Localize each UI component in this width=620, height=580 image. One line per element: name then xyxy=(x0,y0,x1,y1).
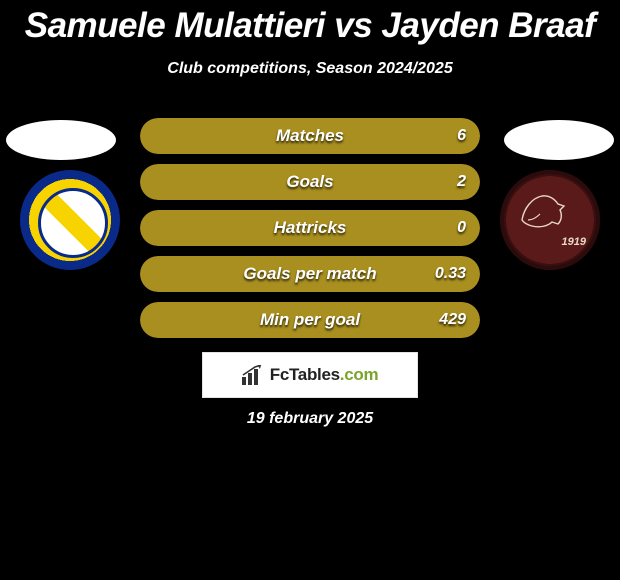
stat-row: Hattricks0 xyxy=(140,210,480,246)
club-badge-year: 1919 xyxy=(562,236,586,248)
stat-label: Goals xyxy=(140,164,480,200)
date-line: 19 february 2025 xyxy=(0,410,620,428)
stat-row: Min per goal429 xyxy=(140,302,480,338)
stat-value: 6 xyxy=(457,118,466,154)
brand-name: FcTables xyxy=(270,365,340,384)
stat-row: Goals per match0.33 xyxy=(140,256,480,292)
comparison-card: Samuele Mulattieri vs Jayden Braaf Club … xyxy=(0,0,620,580)
player-a-name: Samuele Mulattieri xyxy=(25,6,325,45)
page-title: Samuele Mulattieri vs Jayden Braaf xyxy=(0,0,620,46)
brand-chart-icon xyxy=(242,365,264,385)
stats-list: Matches6Goals2Hattricks0Goals per match0… xyxy=(140,118,480,348)
title-vs: vs xyxy=(334,6,372,45)
stat-label: Min per goal xyxy=(140,302,480,338)
stat-value: 2 xyxy=(457,164,466,200)
subtitle: Club competitions, Season 2024/2025 xyxy=(0,60,620,78)
stat-value: 429 xyxy=(439,302,466,338)
stat-value: 0 xyxy=(457,210,466,246)
stat-row: Matches6 xyxy=(140,118,480,154)
brand-domain: .com xyxy=(340,365,378,384)
stat-value: 0.33 xyxy=(435,256,466,292)
brand-box: FcTables.com xyxy=(202,352,418,398)
club-badge-left xyxy=(20,170,120,270)
player-b-photo-slot xyxy=(504,120,614,160)
stat-label: Matches xyxy=(140,118,480,154)
horse-icon xyxy=(518,190,568,234)
player-a-photo-slot xyxy=(6,120,116,160)
stat-row: Goals2 xyxy=(140,164,480,200)
stat-label: Goals per match xyxy=(140,256,480,292)
brand-text: FcTables.com xyxy=(270,365,379,385)
stat-label: Hattricks xyxy=(140,210,480,246)
club-badge-right: 1919 xyxy=(500,170,600,270)
player-b-name: Jayden Braaf xyxy=(381,6,595,45)
